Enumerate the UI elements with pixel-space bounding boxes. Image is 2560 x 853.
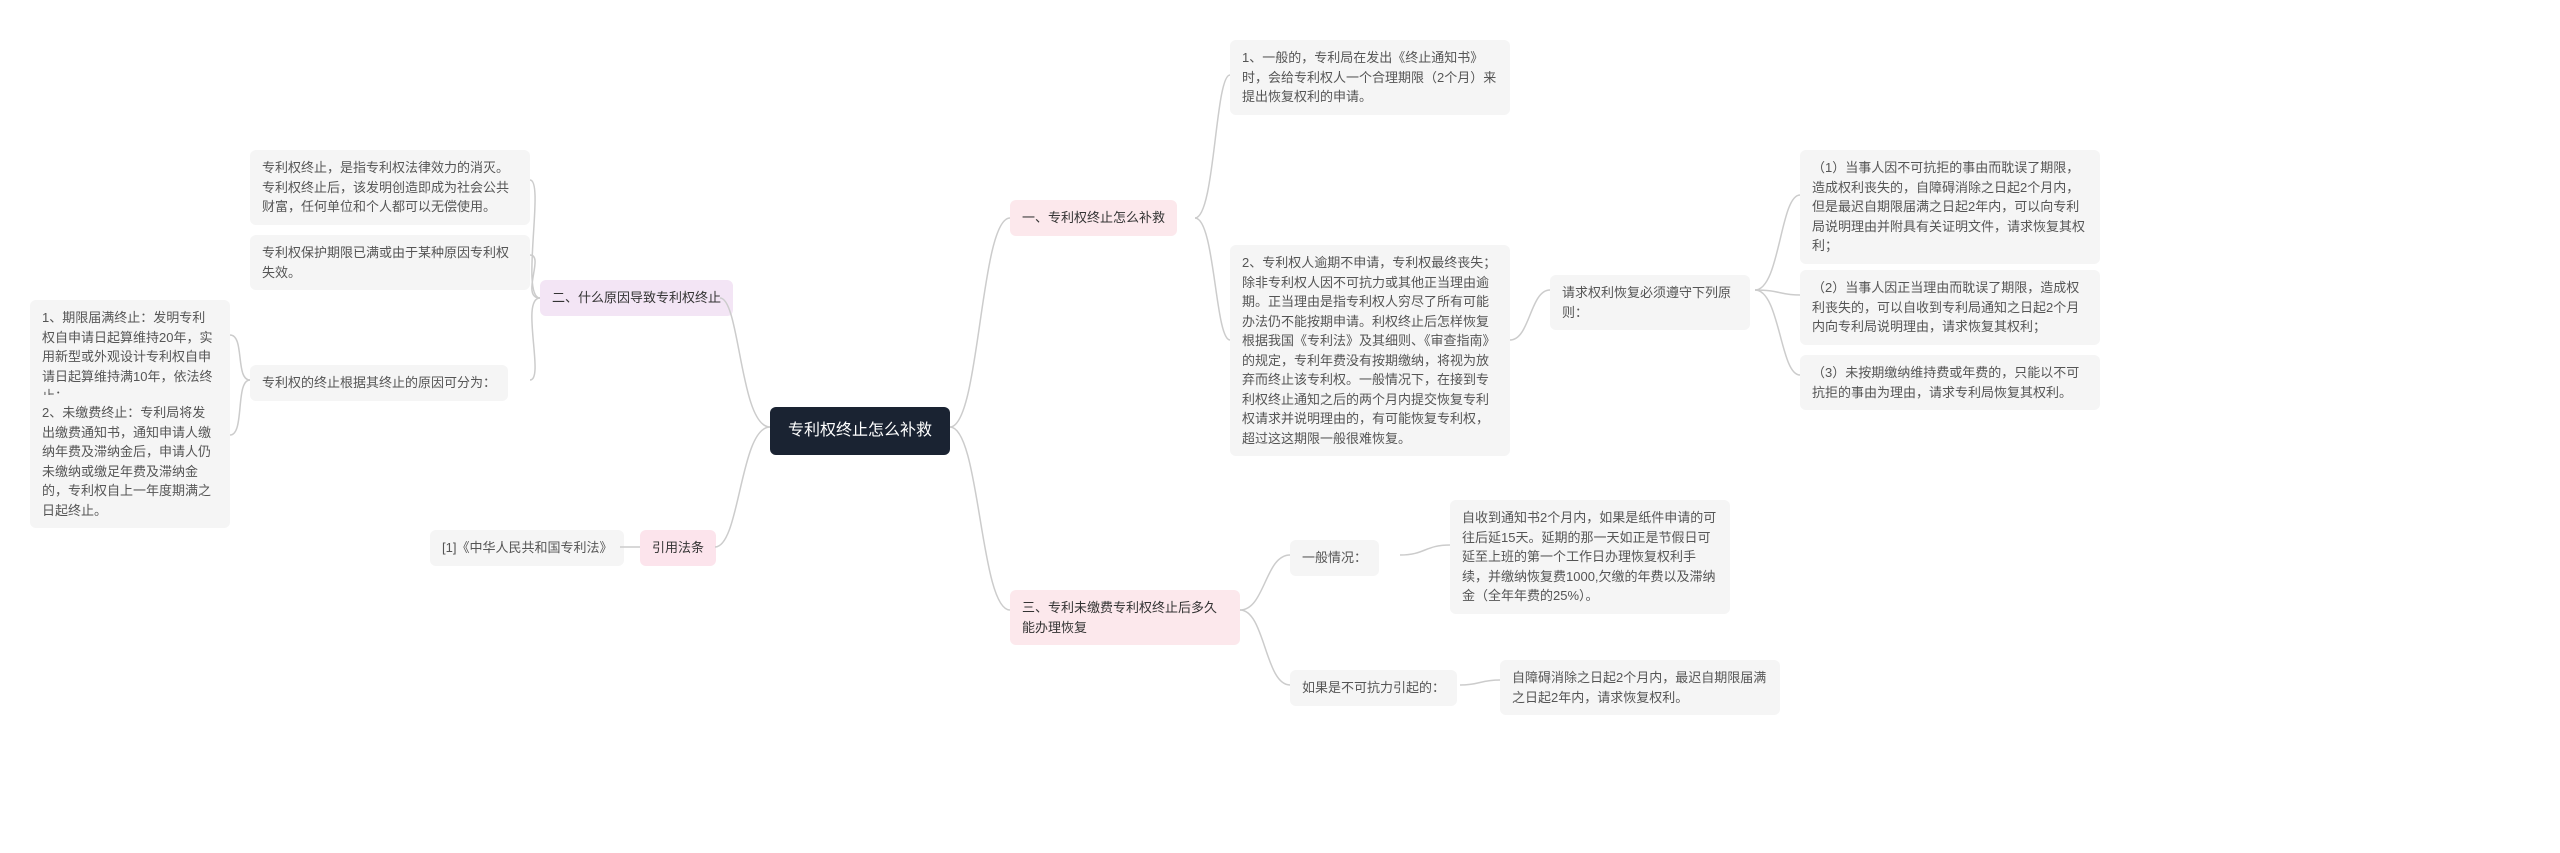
b1-sub-3: （3）未按期缴纳维持费或年费的，只能以不可抗拒的事由为理由，请求专利局恢复其权利…	[1800, 355, 2100, 410]
root-node[interactable]: 专利权终止怎么补救	[770, 407, 950, 455]
b1-leaf-1-text: 1、一般的，专利局在发出《终止通知书》时，会给专利权人一个合理期限（2个月）来提…	[1242, 48, 1498, 107]
branch-ref[interactable]: 引用法条	[640, 530, 716, 566]
ref-text-content: [1]《中华人民共和国专利法》	[442, 538, 612, 558]
b1-sub-3-text: （3）未按期缴纳维持费或年费的，只能以不可抗拒的事由为理由，请求专利局恢复其权利…	[1812, 363, 2088, 402]
b1-sub-label-text: 请求权利恢复必须遵守下列原则：	[1562, 283, 1738, 322]
root-label: 专利权终止怎么补救	[788, 419, 932, 443]
branch-1-label: 一、专利权终止怎么补救	[1022, 208, 1165, 228]
b2-leaf-1-text: 专利权终止，是指专利权法律效力的消灭。专利权终止后，该发明创造即成为社会公共财富…	[262, 158, 518, 217]
branch-3[interactable]: 三、专利未缴费专利权终止后多久能办理恢复	[1010, 590, 1240, 645]
b1-leaf-2-text: 2、专利权人逾期不申请，专利权最终丧失；除非专利权人因不可抗力或其他正当理由逾期…	[1242, 253, 1498, 448]
b1-leaf-1: 1、一般的，专利局在发出《终止通知书》时，会给专利权人一个合理期限（2个月）来提…	[1230, 40, 1510, 115]
b2-leaf-3: 专利权的终止根据其终止的原因可分为：	[250, 365, 508, 401]
b3-c2-label: 如果是不可抗力引起的：	[1290, 670, 1457, 706]
b2-leaf-2: 专利权保护期限已满或由于某种原因专利权失效。	[250, 235, 530, 290]
b3-c1-text-content: 自收到通知书2个月内，如果是纸件申请的可往后延15天。延期的那一天如正是节假日可…	[1462, 508, 1718, 606]
b2-sub-1-text: 1、期限届满终止：发明专利权自申请日起算维持20年，实用新型或外观设计专利权自申…	[42, 308, 218, 406]
b3-c1-label-text: 一般情况：	[1302, 548, 1367, 568]
b3-c1-text: 自收到通知书2个月内，如果是纸件申请的可往后延15天。延期的那一天如正是节假日可…	[1450, 500, 1730, 614]
b2-sub-2-text: 2、未缴费终止：专利局将发出缴费通知书，通知申请人缴纳年费及滞纳金后，申请人仍未…	[42, 403, 218, 520]
b1-sub-2: （2）当事人因正当理由而耽误了期限，造成权利丧失的，可以自收到专利局通知之日起2…	[1800, 270, 2100, 345]
b2-sub-2: 2、未缴费终止：专利局将发出缴费通知书，通知申请人缴纳年费及滞纳金后，申请人仍未…	[30, 395, 230, 528]
b3-c2-label-text: 如果是不可抗力引起的：	[1302, 678, 1445, 698]
branch-3-label: 三、专利未缴费专利权终止后多久能办理恢复	[1022, 598, 1228, 637]
branch-2[interactable]: 二、什么原因导致专利权终止	[540, 280, 733, 316]
b2-leaf-1: 专利权终止，是指专利权法律效力的消灭。专利权终止后，该发明创造即成为社会公共财富…	[250, 150, 530, 225]
ref-text: [1]《中华人民共和国专利法》	[430, 530, 624, 566]
b3-c2-text: 自障碍消除之日起2个月内，最迟自期限届满之日起2年内，请求恢复权利。	[1500, 660, 1780, 715]
b1-leaf-2: 2、专利权人逾期不申请，专利权最终丧失；除非专利权人因不可抗力或其他正当理由逾期…	[1230, 245, 1510, 456]
b1-sub-2-text: （2）当事人因正当理由而耽误了期限，造成权利丧失的，可以自收到专利局通知之日起2…	[1812, 278, 2088, 337]
b1-sub-1: （1）当事人因不可抗拒的事由而耽误了期限，造成权利丧失的，自障碍消除之日起2个月…	[1800, 150, 2100, 264]
b3-c1-label: 一般情况：	[1290, 540, 1379, 576]
b1-sub-label: 请求权利恢复必须遵守下列原则：	[1550, 275, 1750, 330]
b2-leaf-3-text: 专利权的终止根据其终止的原因可分为：	[262, 373, 496, 393]
branch-ref-label: 引用法条	[652, 538, 704, 558]
branch-2-label: 二、什么原因导致专利权终止	[552, 288, 721, 308]
branch-1[interactable]: 一、专利权终止怎么补救	[1010, 200, 1177, 236]
b2-leaf-2-text: 专利权保护期限已满或由于某种原因专利权失效。	[262, 243, 518, 282]
b3-c2-text-content: 自障碍消除之日起2个月内，最迟自期限届满之日起2年内，请求恢复权利。	[1512, 668, 1768, 707]
b1-sub-1-text: （1）当事人因不可抗拒的事由而耽误了期限，造成权利丧失的，自障碍消除之日起2个月…	[1812, 158, 2088, 256]
